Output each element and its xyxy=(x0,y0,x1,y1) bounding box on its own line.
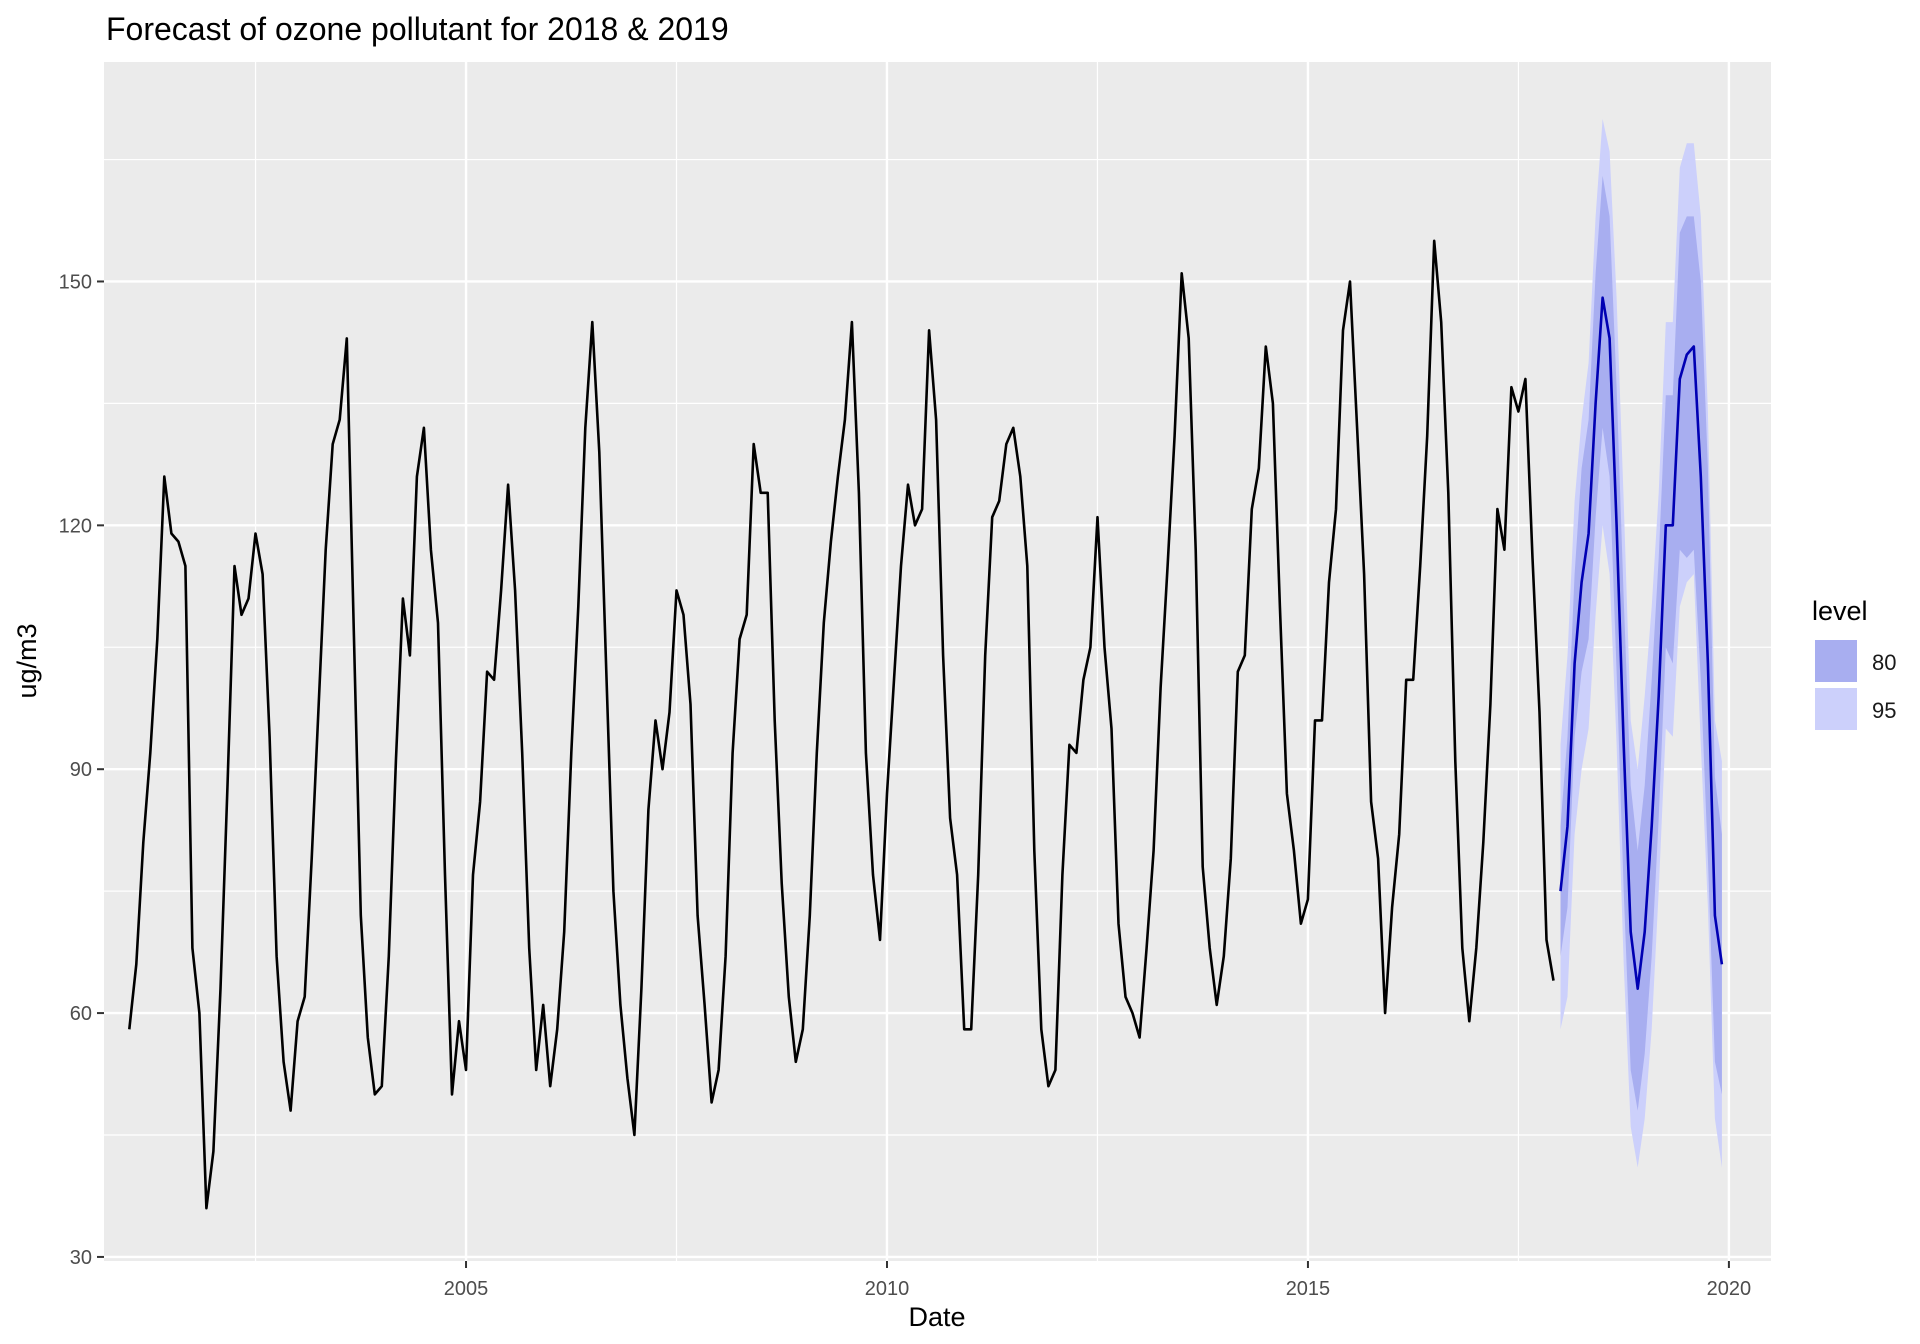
legend-title: level xyxy=(1812,596,1868,626)
history-line xyxy=(128,239,1555,1210)
legend: level 80 95 xyxy=(1812,596,1896,730)
chart-title: Forecast of ozone pollutant for 2018 & 2… xyxy=(106,11,729,47)
x-tick-label: 2015 xyxy=(1286,1278,1331,1300)
y-axis-label: ug/m3 xyxy=(12,623,42,698)
y-tick-label: 60 xyxy=(70,1003,92,1025)
x-tick-label: 2020 xyxy=(1707,1278,1752,1300)
legend-swatch-80 xyxy=(1815,640,1857,682)
legend-label-80: 80 xyxy=(1872,650,1896,675)
x-tick-label: 2005 xyxy=(444,1278,489,1300)
y-tick-label: 150 xyxy=(59,271,92,293)
legend-swatch-95 xyxy=(1815,688,1857,730)
band-80 xyxy=(1560,175,1722,1111)
y-tick-label: 90 xyxy=(70,759,92,781)
y-tick-label: 120 xyxy=(59,515,92,537)
x-axis-label: Date xyxy=(908,1302,965,1332)
x-tick-label: 2010 xyxy=(865,1278,910,1300)
legend-label-95: 95 xyxy=(1872,698,1896,723)
series-lines xyxy=(128,239,1724,1210)
y-tick-label: 30 xyxy=(70,1247,92,1269)
forecast-mean-line xyxy=(1559,296,1724,991)
axes: 2005 2010 2015 2020 30 60 90 120 150 xyxy=(59,271,1752,1300)
forecast-intervals xyxy=(1560,118,1722,1168)
